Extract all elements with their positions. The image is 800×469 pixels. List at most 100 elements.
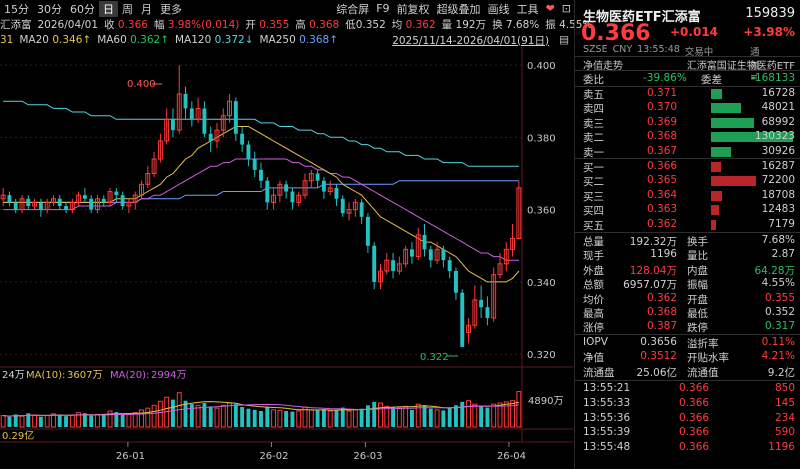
ask-row[interactable]: 卖五 0.371 16728	[575, 87, 800, 101]
volume-bar	[252, 409, 257, 427]
fund-title: 生物医药ETF汇添富	[583, 10, 701, 25]
volume-bar	[233, 404, 238, 427]
window-icon[interactable]: ⊡	[561, 2, 571, 15]
volume-bar	[491, 403, 497, 428]
volume-bar	[384, 405, 390, 428]
menu-f9[interactable]: F9	[376, 2, 390, 15]
ma250-value: 0.368↑	[299, 34, 338, 46]
date-tick-label: 26-01	[116, 451, 145, 462]
candle-body	[126, 201, 132, 207]
divider	[575, 158, 800, 159]
menu-forward-adjust[interactable]: 前复权	[396, 2, 430, 16]
candles	[0, 65, 522, 347]
tab-15min[interactable]: 15分	[4, 2, 29, 16]
candle-body	[510, 238, 516, 250]
candle-body	[327, 187, 333, 193]
menu-super-overlay[interactable]: 超级叠加	[436, 2, 481, 16]
etf-stat-label: 溢折率	[687, 338, 719, 350]
candle-body	[409, 249, 414, 257]
volume-ma20-value: 2994万	[151, 370, 186, 381]
turnover-label: 换	[492, 19, 503, 31]
tick-volume: 234	[774, 411, 795, 424]
volume-value: 192万	[455, 19, 487, 31]
divider	[575, 232, 800, 233]
stat-value: 0.352	[764, 306, 795, 318]
ask-row[interactable]: 卖三 0.369 68992	[575, 116, 800, 130]
menu-tools[interactable]: 工具	[516, 2, 539, 16]
date-range[interactable]: 2025/11/14-2026/04/01(91日)	[392, 34, 550, 47]
candle-body	[434, 248, 440, 261]
candle-body	[189, 108, 194, 120]
candle-body	[265, 180, 270, 203]
volume-bar	[240, 407, 245, 427]
bid-row[interactable]: 买一 0.366 16287	[575, 160, 800, 174]
ask-level-label: 卖五	[583, 89, 604, 101]
menu-draw-line[interactable]: 画线	[487, 2, 510, 16]
candle-body	[290, 191, 295, 203]
volume-bar	[434, 409, 440, 428]
volume-bar	[189, 404, 194, 427]
turnover-value: 7.68%	[505, 19, 540, 31]
volume-bar	[334, 409, 339, 427]
etf-stat-value: 4.21%	[761, 350, 795, 363]
stat-label: 总量	[583, 236, 604, 248]
volume-ma-prefix: 24万	[2, 370, 25, 381]
bid-row[interactable]: 买五 0.362 7179	[575, 218, 800, 232]
date-axis: 26-01 26-02 26-03 26-04	[116, 442, 526, 462]
bid-row[interactable]: 买四 0.363 12483	[575, 203, 800, 217]
stat-value: 192.32万	[629, 236, 677, 248]
stat-value: 1196	[650, 248, 677, 261]
tick-row: 13:55:48 0.366 1196	[575, 441, 800, 455]
ask-volume-bar	[711, 117, 754, 128]
menu-composite-screen[interactable]: 综合屏	[336, 2, 370, 16]
volume-bar	[183, 400, 188, 427]
ask-row[interactable]: 卖四 0.370 48021	[575, 101, 800, 115]
volume-bar	[95, 413, 100, 428]
tab-60min[interactable]: 60分	[70, 2, 95, 16]
price-tick-label: 0.380	[527, 133, 556, 144]
range-settings-icon[interactable]: ▤	[559, 34, 569, 46]
tick-time: 13:55:33	[583, 396, 631, 409]
volume-bar	[441, 410, 446, 427]
ask-row[interactable]: 卖二 0.368 130323	[575, 130, 800, 144]
webi-value: -39.86%	[643, 72, 687, 84]
price-change-pct: +3.98%	[743, 25, 795, 39]
heart-icon[interactable]: ❤	[545, 2, 555, 15]
candle-body	[447, 260, 452, 272]
ask-level-label: 卖一	[583, 146, 604, 159]
ask-row[interactable]: 卖一 0.367 30926	[575, 145, 800, 159]
candle-body	[183, 93, 188, 109]
volume-bar	[290, 411, 295, 427]
amplitude-label: 振	[545, 19, 556, 31]
volume-bar	[114, 412, 119, 427]
tab-week[interactable]: 周	[122, 2, 133, 16]
tab-30min[interactable]: 30分	[37, 2, 62, 16]
volume-bar	[120, 413, 125, 427]
tab-month[interactable]: 月	[141, 2, 152, 16]
tab-more[interactable]: 更多	[160, 2, 182, 16]
stat-label: 均价	[583, 293, 604, 306]
bid-row[interactable]: 买三 0.364 18708	[575, 189, 800, 203]
divider	[575, 86, 800, 87]
amount-label: 0.29亿	[2, 429, 34, 442]
volume-bar	[101, 413, 106, 427]
candle-body	[132, 194, 138, 203]
volume-bar	[151, 404, 157, 428]
bid-price: 0.362	[647, 217, 678, 230]
price-change: +0.014	[670, 25, 719, 39]
stat-label: 换手	[687, 236, 708, 248]
volume-bar	[409, 409, 414, 427]
tick-row: 13:55:21 0.366 850	[575, 382, 800, 396]
bid-row[interactable]: 买二 0.365 72200	[575, 174, 800, 188]
stat-row: 均价 0.362 开盘 0.355	[575, 292, 800, 306]
margin-tags[interactable]: 通 融 ≡	[750, 47, 760, 83]
candle-body	[107, 191, 113, 203]
candle-body	[139, 183, 144, 196]
tab-day[interactable]: 日	[99, 0, 118, 17]
candle-body	[57, 198, 62, 206]
nav-trend-link[interactable]: 净值走势	[583, 61, 623, 72]
candle-body	[151, 158, 157, 174]
stat-row: 总额 6957.07万 振幅 4.55%	[575, 277, 800, 291]
candle-body	[176, 93, 182, 131]
